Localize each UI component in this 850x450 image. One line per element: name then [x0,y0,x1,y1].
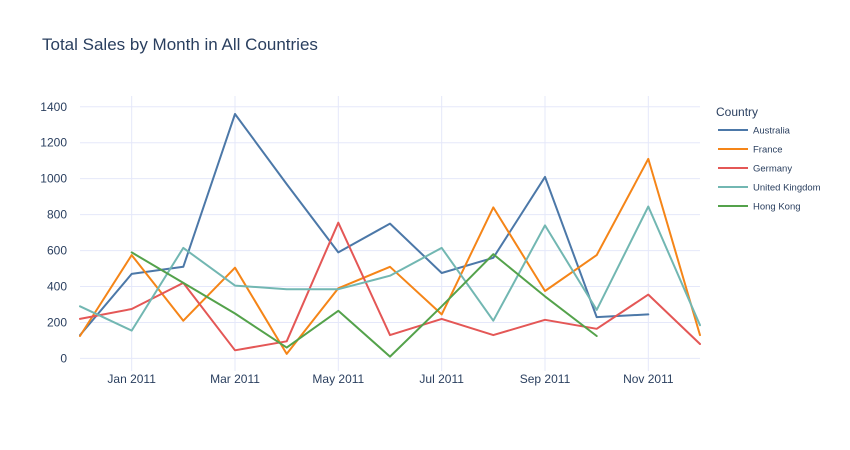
y-tick-label: 1200 [40,136,67,150]
y-tick-label: 400 [47,280,67,294]
legend-item-france[interactable]: France [718,145,783,156]
grid-lines [80,96,700,371]
chart-title: Total Sales by Month in All Countries [42,35,318,54]
x-tick-label: Sep 2011 [520,372,571,386]
legend-label: United Kingdom [753,183,821,194]
legend-item-united-kingdom[interactable]: United Kingdom [718,183,821,194]
legend[interactable]: Country Australia France Germany United Kin… [716,105,821,213]
series-lines [79,113,701,358]
y-tick-label: 800 [47,208,67,222]
series-line-australia [79,113,650,337]
legend-label: France [753,145,783,156]
y-axis: 0 200 400 600 800 1000 1200 1400 [40,100,67,366]
series-line-france [79,157,701,355]
legend-label: Australia [753,126,791,137]
y-tick-label: 1000 [40,172,67,186]
legend-title: Country [716,105,758,119]
x-tick-label: Jan 2011 [107,372,156,386]
x-tick-label: May 2011 [312,372,364,386]
legend-label: Germany [753,164,792,175]
legend-label: Hong Kong [753,202,801,213]
y-tick-label: 600 [47,244,67,258]
legend-item-australia[interactable]: Australia [718,126,791,137]
y-tick-label: 1400 [40,100,67,114]
y-tick-label: 0 [60,351,67,365]
x-tick-label: Nov 2011 [623,372,674,386]
series-line-hong-kong [130,251,598,358]
legend-item-germany[interactable]: Germany [718,164,792,175]
series-line-united-kingdom [79,205,701,332]
x-tick-label: Jul 2011 [419,372,464,386]
x-tick-label: Mar 2011 [210,372,260,386]
x-axis: Jan 2011 Mar 2011 May 2011 Jul 2011 Sep 2011… [107,372,673,386]
y-tick-label: 200 [47,315,67,329]
legend-item-hong-kong[interactable]: Hong Kong [718,202,801,213]
